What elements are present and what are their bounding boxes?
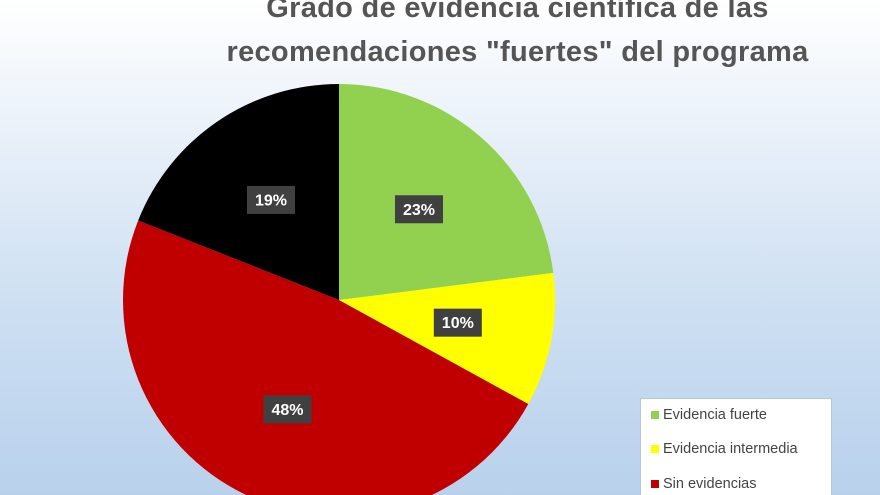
data-label-evidencia-fuerte: 23% [394, 195, 443, 224]
legend-swatch-evidencia-fuerte [651, 411, 659, 419]
chart-title: Grado de evidencia científica de las rec… [130, 0, 880, 74]
data-label-box-evidencia-intermedia [433, 308, 482, 337]
data-label-sin-evidencias: 48% [263, 395, 312, 424]
pie-slice-evidencia-intermedia [339, 272, 555, 405]
data-label-text-evidencia-intermedia: 10% [442, 315, 474, 332]
legend-item-sin-evidencias: Sin evidencias [651, 476, 757, 492]
data-label-box-slice-4 [247, 185, 296, 214]
legend-item-evidencia-fuerte: Evidencia fuerte [651, 407, 767, 423]
legend-label-evidencia-fuerte: Evidencia fuerte [663, 407, 767, 423]
legend-swatch-evidencia-intermedia [651, 445, 659, 453]
data-label-text-slice-4: 19% [255, 192, 287, 209]
legend: Evidencia fuerte Evidencia intermedia Si… [640, 398, 832, 495]
data-label-text-sin-evidencias: 48% [271, 402, 303, 419]
pie-slice-evidencia-fuerte [339, 84, 554, 300]
pie-slice-sin-evidencias [123, 220, 529, 495]
legend-swatch-sin-evidencias [651, 480, 659, 488]
legend-label-evidencia-intermedia: Evidencia intermedia [663, 441, 798, 457]
data-label-box-sin-evidencias [263, 395, 312, 424]
chart-title-line-2: recomendaciones "fuertes" del programa [226, 36, 809, 68]
legend-item-evidencia-intermedia: Evidencia intermedia [651, 441, 798, 457]
data-label-text-evidencia-fuerte: 23% [403, 202, 435, 219]
data-label-evidencia-intermedia: 10% [433, 308, 482, 337]
legend-label-sin-evidencias: Sin evidencias [663, 476, 757, 492]
data-label-slice-4: 19% [247, 185, 296, 214]
pie-slice-slice-4 [138, 83, 339, 300]
data-label-box-evidencia-fuerte [394, 195, 443, 224]
chart-title-line-1: Grado de evidencia científica de las [266, 0, 769, 24]
